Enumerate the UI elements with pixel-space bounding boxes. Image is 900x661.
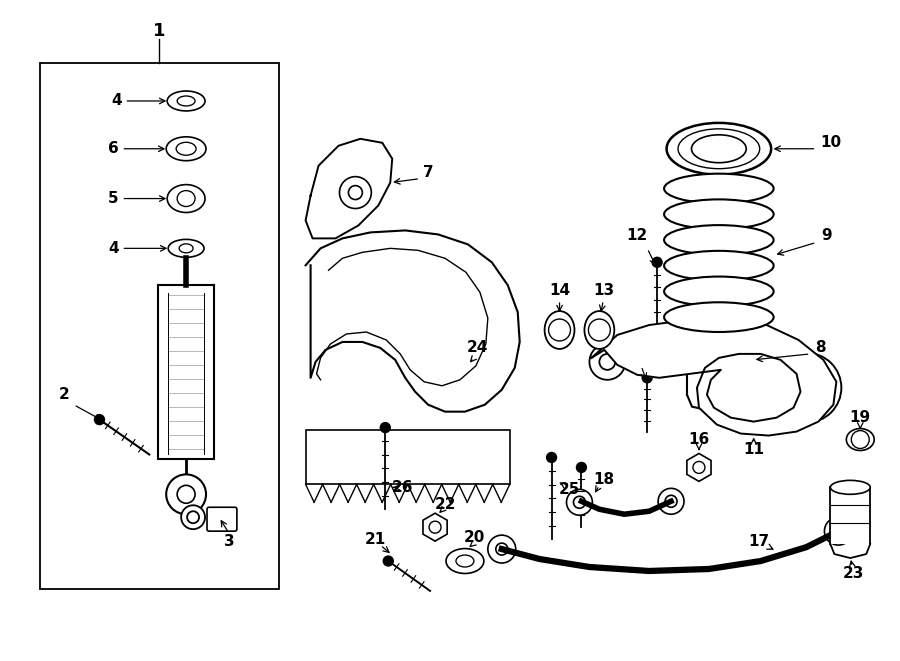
Circle shape xyxy=(832,525,844,537)
Ellipse shape xyxy=(177,96,195,106)
Text: 21: 21 xyxy=(364,531,386,547)
Ellipse shape xyxy=(584,311,615,349)
Text: 14: 14 xyxy=(549,283,570,297)
Text: 20: 20 xyxy=(464,529,486,545)
Ellipse shape xyxy=(167,91,205,111)
Circle shape xyxy=(771,353,842,422)
Text: 3: 3 xyxy=(223,533,234,549)
Ellipse shape xyxy=(664,225,774,255)
Text: 4: 4 xyxy=(111,93,122,108)
Circle shape xyxy=(177,485,195,503)
Circle shape xyxy=(824,517,852,545)
Circle shape xyxy=(429,521,441,533)
Text: 9: 9 xyxy=(821,228,832,243)
Ellipse shape xyxy=(664,302,774,332)
Ellipse shape xyxy=(456,555,474,567)
Text: 19: 19 xyxy=(850,410,871,425)
Ellipse shape xyxy=(664,276,774,306)
Bar xyxy=(306,430,509,485)
Text: 7: 7 xyxy=(423,165,434,180)
Circle shape xyxy=(488,535,516,563)
Text: 10: 10 xyxy=(820,136,841,150)
Ellipse shape xyxy=(664,200,774,229)
Ellipse shape xyxy=(176,142,196,155)
Ellipse shape xyxy=(691,135,746,163)
Ellipse shape xyxy=(168,239,204,257)
Circle shape xyxy=(652,257,662,267)
Circle shape xyxy=(383,556,393,566)
Text: 15: 15 xyxy=(626,348,648,362)
Ellipse shape xyxy=(664,174,774,204)
Text: 22: 22 xyxy=(435,497,455,512)
Text: 24: 24 xyxy=(467,340,489,356)
Ellipse shape xyxy=(687,323,751,341)
Circle shape xyxy=(577,463,587,473)
Text: 6: 6 xyxy=(108,141,119,156)
Polygon shape xyxy=(306,231,519,412)
Bar xyxy=(158,285,214,459)
Circle shape xyxy=(851,430,869,449)
Text: 16: 16 xyxy=(688,432,709,447)
Text: 2: 2 xyxy=(58,387,69,403)
Circle shape xyxy=(658,488,684,514)
Ellipse shape xyxy=(177,190,195,206)
Text: 12: 12 xyxy=(626,228,648,243)
Circle shape xyxy=(643,373,652,383)
Ellipse shape xyxy=(166,137,206,161)
Circle shape xyxy=(589,319,610,341)
Text: 4: 4 xyxy=(108,241,119,256)
Circle shape xyxy=(665,495,677,507)
Bar xyxy=(831,487,870,544)
Ellipse shape xyxy=(446,549,484,574)
Circle shape xyxy=(573,496,585,508)
Circle shape xyxy=(339,176,372,208)
Circle shape xyxy=(496,543,508,555)
Ellipse shape xyxy=(544,311,574,349)
FancyBboxPatch shape xyxy=(207,507,237,531)
Bar xyxy=(40,63,279,589)
Circle shape xyxy=(546,453,556,463)
Polygon shape xyxy=(591,320,836,436)
Ellipse shape xyxy=(167,184,205,212)
Circle shape xyxy=(166,475,206,514)
Circle shape xyxy=(94,414,104,424)
Circle shape xyxy=(566,489,592,515)
Ellipse shape xyxy=(179,244,194,253)
Text: 8: 8 xyxy=(815,340,825,356)
Text: 1: 1 xyxy=(153,22,166,40)
Text: 13: 13 xyxy=(594,283,615,297)
Ellipse shape xyxy=(667,123,771,175)
Circle shape xyxy=(788,370,824,406)
Circle shape xyxy=(693,461,705,473)
Text: 17: 17 xyxy=(748,533,770,549)
Circle shape xyxy=(181,505,205,529)
Text: 25: 25 xyxy=(559,482,580,497)
Ellipse shape xyxy=(664,251,774,280)
Circle shape xyxy=(549,319,571,341)
Text: 11: 11 xyxy=(743,442,764,457)
Text: 5: 5 xyxy=(108,191,119,206)
Ellipse shape xyxy=(846,428,874,451)
Ellipse shape xyxy=(831,481,870,494)
Text: 18: 18 xyxy=(594,472,615,487)
Bar xyxy=(687,332,751,395)
Circle shape xyxy=(381,422,391,432)
Circle shape xyxy=(187,511,199,524)
Circle shape xyxy=(599,354,616,370)
Text: 23: 23 xyxy=(842,566,864,582)
Circle shape xyxy=(348,186,363,200)
Polygon shape xyxy=(306,139,392,239)
Circle shape xyxy=(590,344,625,380)
Text: 26: 26 xyxy=(392,480,413,495)
